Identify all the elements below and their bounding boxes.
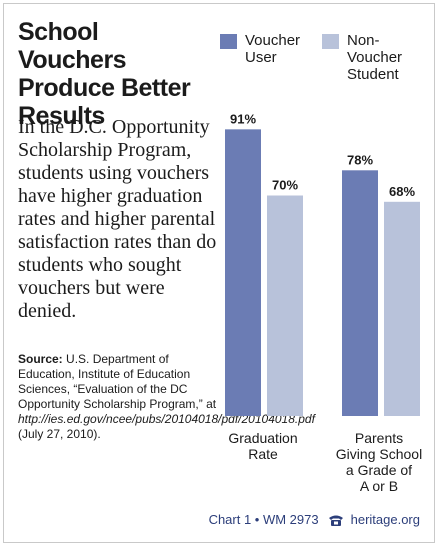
bar-voucher-parents bbox=[342, 170, 378, 416]
bar-non-voucher-graduation bbox=[267, 195, 303, 416]
legend-label-non-voucher: Non- Voucher Student bbox=[347, 32, 403, 83]
source-date: (July 27, 2010). bbox=[18, 427, 101, 441]
source-label: Source: bbox=[18, 352, 63, 366]
value-label-voucher-parents: 78% bbox=[347, 152, 373, 167]
legend-item-non-voucher: Non- Voucher Student bbox=[322, 32, 402, 83]
site-link[interactable]: heritage.org bbox=[350, 512, 420, 527]
value-label-non-voucher-graduation: 70% bbox=[272, 178, 298, 193]
legend-swatch-non-voucher bbox=[322, 34, 339, 49]
value-label-non-voucher-parents: 68% bbox=[389, 184, 415, 199]
bar-chart: 91% 78% 70% 68% bbox=[225, 111, 420, 416]
description-text: In the D.C. Opportunity Scholarship Prog… bbox=[18, 116, 217, 322]
bar-voucher-graduation bbox=[225, 129, 261, 416]
phone-icon bbox=[328, 515, 343, 526]
legend-label-voucher: Voucher User bbox=[245, 32, 301, 66]
category-label-graduation: Graduation Rate bbox=[228, 430, 298, 462]
footer: Chart 1 • WM 2973 heritage.org bbox=[209, 512, 420, 527]
legend-item-voucher: Voucher User bbox=[220, 32, 300, 66]
bar-non-voucher-parents bbox=[384, 201, 420, 416]
chart-card: School Vouchers Produce Better Results I… bbox=[3, 3, 435, 543]
chart-id-text: Chart 1 • WM 2973 bbox=[208, 512, 319, 527]
chart-title: School Vouchers Produce Better Results bbox=[18, 18, 191, 130]
legend-swatch-voucher bbox=[220, 34, 237, 49]
category-label-parents: Parents Giving School a Grade of A or B bbox=[335, 430, 423, 494]
source-text: U.S. Department of Education, Institute … bbox=[18, 352, 217, 411]
value-label-voucher-graduation: 91% bbox=[230, 111, 256, 126]
